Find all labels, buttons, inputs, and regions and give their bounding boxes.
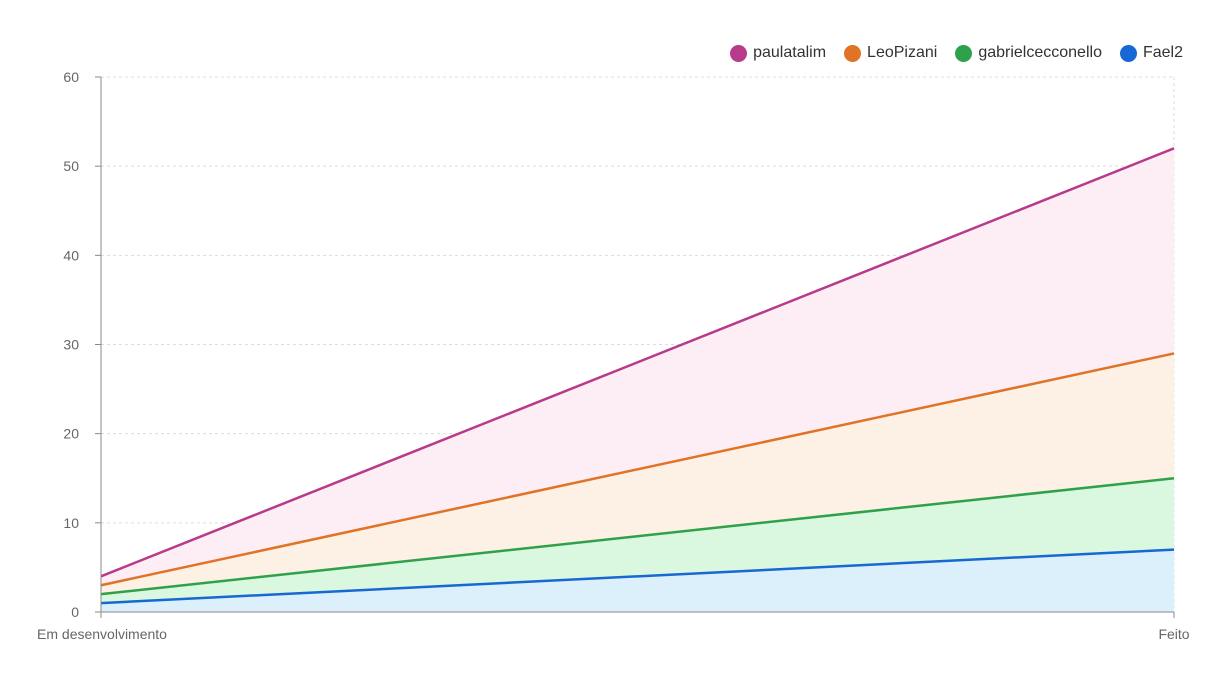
area-gabrielcecconello	[101, 478, 1174, 604]
x-tick-label: Em desenvolvimento	[37, 626, 167, 642]
line-gabrielcecconello[interactable]	[100, 477, 1175, 596]
area-paulatalim	[101, 148, 1174, 586]
legend-item-LeoPizani[interactable]: LeoPizani	[844, 44, 937, 62]
line-LeoPizani[interactable]	[100, 352, 1175, 587]
legend-item-paulatalim[interactable]: paulatalim	[730, 44, 826, 62]
legend-swatch-icon	[955, 44, 973, 62]
y-tick-label: 60	[63, 69, 79, 85]
axis-layer: 0 10 20 30 40 50 60 Em desenvolvimento Feito	[37, 69, 1190, 642]
area-LeoPizani	[101, 353, 1174, 595]
line-Fael2[interactable]	[100, 548, 1175, 605]
area-Fael2	[101, 549, 1174, 612]
legend-item-gabrielcecconello[interactable]: gabrielcecconello	[955, 44, 1102, 62]
y-tick-label: 40	[63, 247, 79, 263]
y-tick-label: 50	[63, 158, 79, 174]
legend: paulatalim LeoPizani gabrielcecconello Fael…	[730, 44, 1183, 62]
line-paulatalim[interactable]	[100, 147, 1175, 578]
x-tick-label: Feito	[1158, 626, 1189, 642]
legend-item-Fael2[interactable]: Fael2	[1119, 44, 1183, 62]
legend-label: LeoPizani	[867, 44, 938, 61]
line-layer	[100, 147, 1175, 605]
legend-label: gabrielcecconello	[978, 44, 1102, 61]
legend-label: paulatalim	[753, 44, 827, 61]
y-tick-label: 0	[71, 604, 79, 620]
legend-swatch-icon	[730, 44, 748, 62]
legend-swatch-icon	[1119, 44, 1137, 62]
y-tick-label: 20	[63, 426, 79, 442]
area-layer	[101, 148, 1174, 612]
y-tick-label: 10	[63, 515, 79, 531]
legend-swatch-icon	[844, 44, 862, 62]
y-tick-label: 30	[63, 337, 79, 353]
legend-label: Fael2	[1142, 44, 1183, 61]
